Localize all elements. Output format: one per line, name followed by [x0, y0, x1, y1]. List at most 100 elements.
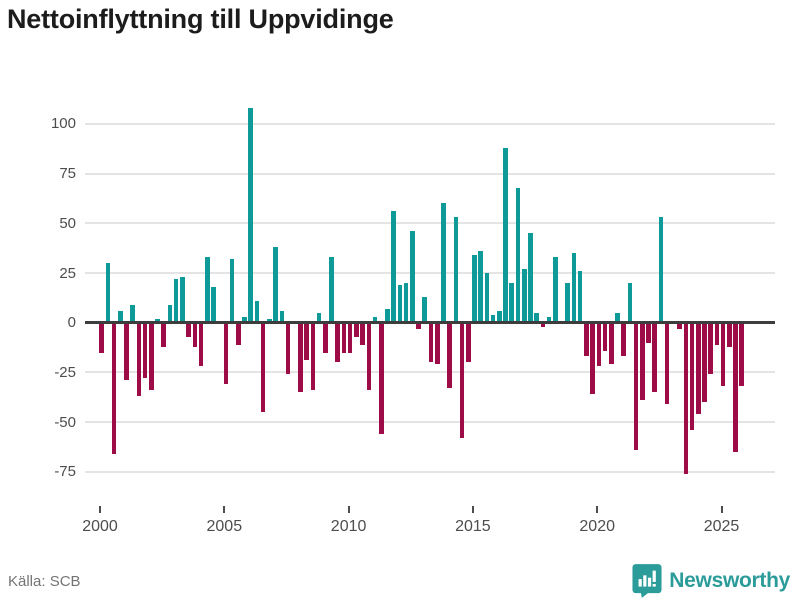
bar: [664, 322, 670, 405]
x-tick: [99, 506, 101, 513]
bar: [347, 322, 353, 353]
bar: [621, 322, 626, 357]
bar: [211, 286, 216, 323]
bar: [248, 107, 254, 323]
plot-area: 100 75 50 25 0 -25 -50 -75 2000 2005 2010 2015 2020 2…: [50, 107, 775, 535]
bar: [683, 322, 689, 474]
bar: [503, 147, 508, 323]
bar: [552, 257, 558, 323]
bar: [329, 257, 334, 323]
bar: [453, 217, 459, 323]
y-gridline: [85, 470, 775, 473]
bar: [385, 308, 390, 323]
bar: [652, 322, 658, 393]
bar: [689, 322, 695, 431]
bar: [180, 276, 185, 323]
bar: [708, 322, 713, 375]
bar: [416, 322, 421, 329]
bar: [186, 322, 191, 337]
bar: [546, 316, 552, 323]
bar: [534, 312, 539, 323]
source-label: Källa: SCB: [8, 573, 81, 590]
bar: [434, 322, 440, 365]
bar: [397, 284, 403, 323]
bar: [298, 322, 303, 393]
bar: [173, 278, 179, 323]
bar: [236, 322, 241, 345]
bar: [714, 322, 720, 345]
bar: [111, 322, 117, 454]
bar: [584, 322, 589, 357]
bar: [478, 251, 483, 323]
bar: [130, 304, 135, 323]
zero-axis-line: [85, 321, 775, 325]
bar: [223, 322, 229, 385]
y-tick-label: 100: [50, 115, 76, 133]
bar: [316, 312, 322, 323]
bar: [565, 282, 571, 323]
x-tick: [347, 506, 350, 513]
bar: [105, 263, 111, 323]
bar: [640, 322, 645, 401]
bar: [695, 322, 701, 415]
bar: [590, 322, 595, 395]
bar: [733, 322, 738, 452]
x-tick: [471, 506, 474, 513]
bar: [739, 322, 745, 387]
bar: [515, 187, 521, 323]
bar: [627, 282, 633, 323]
x-tick-label: 2000: [82, 518, 118, 535]
x-tick: [720, 506, 723, 513]
bar: [372, 316, 378, 323]
y-tick-label: 50: [59, 214, 76, 232]
x-tick-label: 2020: [579, 518, 615, 535]
bar: [484, 273, 490, 323]
bar: [608, 322, 614, 365]
bar: [540, 322, 546, 327]
bar: [117, 310, 123, 323]
bar: [155, 318, 160, 323]
bar: [99, 322, 104, 353]
bar: [702, 322, 707, 403]
x-tick: [223, 506, 226, 513]
bar: [366, 322, 372, 391]
bar: [267, 318, 272, 323]
newsworthy-logo-icon: [632, 563, 662, 598]
x-tick-label: 2025: [703, 518, 740, 535]
bar: [410, 231, 415, 323]
bar: [447, 322, 452, 389]
bar: [273, 247, 278, 323]
bar: [509, 282, 515, 323]
bar: [323, 322, 328, 353]
bar: [335, 322, 341, 363]
bar: [677, 322, 682, 329]
bar: [596, 322, 602, 367]
bar: [242, 316, 247, 323]
newsworthy-logo: Newsworthy: [632, 563, 790, 598]
bar: [577, 271, 583, 323]
bar: [136, 322, 142, 397]
bar: [260, 322, 266, 413]
y-gridline: [85, 272, 775, 274]
y-gridline: [85, 371, 775, 374]
bar: [459, 322, 465, 438]
y-gridline: [85, 172, 775, 175]
bar: [161, 322, 167, 347]
bar: [497, 310, 502, 323]
y-tick-label: 75: [59, 165, 76, 183]
bar: [646, 322, 651, 343]
y-tick-label: -75: [54, 463, 76, 481]
bar: [192, 322, 198, 347]
bar: [658, 217, 664, 323]
bar: [254, 300, 260, 323]
x-tick-label: 2015: [455, 518, 491, 535]
bar: [528, 233, 533, 323]
bar: [615, 312, 620, 323]
y-tick-label: -25: [54, 363, 76, 381]
bar: [354, 322, 359, 337]
bar: [422, 296, 428, 323]
bar: [304, 322, 309, 361]
bar: [229, 259, 235, 323]
bar: [571, 253, 577, 323]
